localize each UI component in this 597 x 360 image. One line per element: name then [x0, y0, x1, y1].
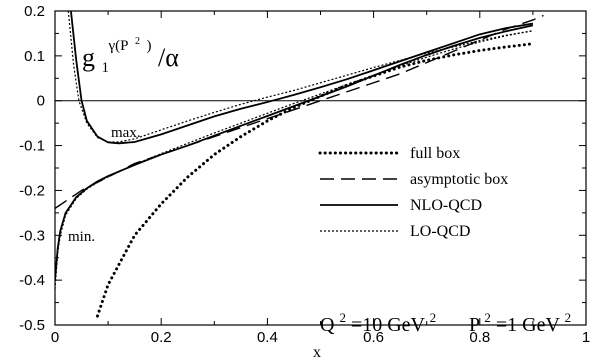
q2-unit-exp: 2	[430, 310, 437, 325]
axis-tick-labels: 0 0.2 0.4 0.6 0.8 1 0.2 0.1 0 -0.1 -0.2 -0.3 -0.4 -0.…	[19, 3, 590, 346]
panel-label: g 1 γ(P 2 ) /α	[82, 21, 179, 78]
q2-annotation: Q 2 =10 GeV 2	[320, 305, 436, 336]
y-tick-label: 0	[37, 93, 45, 110]
x-tick-label: 0.2	[151, 329, 172, 346]
y-tick-label: 0.1	[24, 48, 45, 65]
panel-label-sup: γ(P	[108, 38, 129, 54]
panel-label-sub: 1	[102, 60, 110, 76]
y-tick-label: -0.1	[19, 138, 45, 155]
legend-label: NLO-QCD	[410, 197, 482, 214]
axis-ticks	[54, 10, 587, 326]
min-label: min.	[68, 229, 95, 245]
series-line-nlo-qcd-max	[70, 11, 534, 145]
panel-label-tail: /α	[158, 43, 179, 72]
q2-exp: 2	[339, 310, 346, 325]
y-tick-label: -0.2	[19, 182, 45, 199]
y-tick-label: -0.5	[19, 317, 45, 334]
x-tick-label: 0	[51, 329, 59, 346]
series-line-lo-qcd-max	[67, 11, 533, 143]
legend-label: full box	[410, 145, 460, 162]
legend-label: LO-QCD	[410, 223, 470, 240]
x-tick-label: 0.8	[469, 329, 490, 346]
q2-prefix: Q	[320, 314, 335, 336]
q2-value: =10 GeV	[351, 314, 426, 336]
x-tick-label: 1	[582, 329, 590, 346]
p2-unit-exp: 2	[565, 310, 572, 325]
plot-frame	[54, 10, 587, 326]
p2-prefix: P	[469, 314, 480, 336]
chart-curves	[55, 11, 544, 318]
legend-label: asymptotic box	[410, 171, 508, 188]
p2-annotation: P 2 =1 GeV 2	[469, 305, 571, 336]
y-tick-label: -0.4	[19, 272, 45, 289]
legend: full box asymptotic box NLO-QCD LO-QCD	[318, 145, 508, 240]
panel-label-sup-close: )	[146, 38, 151, 54]
x-axis-label: x	[313, 344, 321, 360]
max-label: max.	[111, 125, 141, 141]
p2-exp: 2	[484, 310, 491, 325]
p2-value: =1 GeV	[496, 314, 561, 336]
x-tick-label: 0.4	[257, 329, 278, 346]
y-tick-label: 0.2	[24, 3, 45, 20]
series-line-nlo-qcd-min	[55, 24, 534, 281]
panel-label-main: g	[82, 43, 95, 72]
x-tick-label: 0.6	[363, 329, 384, 346]
panel-label-sup-exp: 2	[135, 36, 140, 47]
y-tick-label: -0.3	[19, 227, 45, 244]
